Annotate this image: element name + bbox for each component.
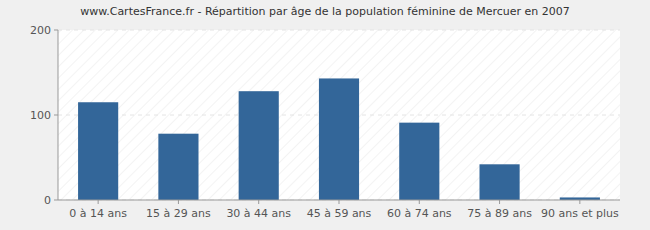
bar — [239, 91, 279, 200]
x-tick-label: 30 à 44 ans — [226, 207, 291, 220]
x-tick-mark — [579, 200, 580, 204]
x-tick-mark — [339, 200, 340, 204]
chart-svg: www.CartesFrance.fr - Répartition par âg… — [0, 0, 650, 230]
grid-line — [58, 200, 620, 201]
x-tick-mark — [499, 200, 500, 204]
chart-container: www.CartesFrance.fr - Répartition par âg… — [0, 0, 650, 230]
bars — [78, 78, 600, 200]
bar — [319, 78, 359, 200]
x-tick-mark — [258, 200, 259, 204]
tick-mark — [54, 30, 58, 31]
y-tick-label: 200 — [30, 24, 51, 37]
x-tick-label: 60 à 74 ans — [387, 207, 452, 220]
x-tick-label: 0 à 14 ans — [69, 207, 127, 220]
background — [0, 0, 650, 230]
tick-mark — [54, 115, 58, 116]
x-tick-label: 45 à 59 ans — [307, 207, 372, 220]
title: www.CartesFrance.fr - Répartition par âg… — [80, 5, 570, 18]
bar — [399, 123, 439, 200]
tick-mark — [54, 200, 58, 201]
x-tick-mark — [178, 200, 179, 204]
plot-area — [58, 30, 620, 200]
grid-line — [58, 30, 620, 31]
x-tick-label: 75 à 89 ans — [467, 207, 532, 220]
y-tick-label: 100 — [30, 109, 51, 122]
x-tick-mark — [419, 200, 420, 204]
x-tick-label: 90 ans et plus — [541, 207, 619, 220]
y-axis — [58, 30, 59, 200]
x-tick-label: 15 à 29 ans — [146, 207, 211, 220]
bar — [158, 134, 198, 200]
y-tick-label: 0 — [44, 194, 51, 207]
bar — [480, 164, 520, 200]
x-axis — [58, 200, 620, 201]
x-tick-mark — [98, 200, 99, 204]
bar — [78, 102, 118, 200]
